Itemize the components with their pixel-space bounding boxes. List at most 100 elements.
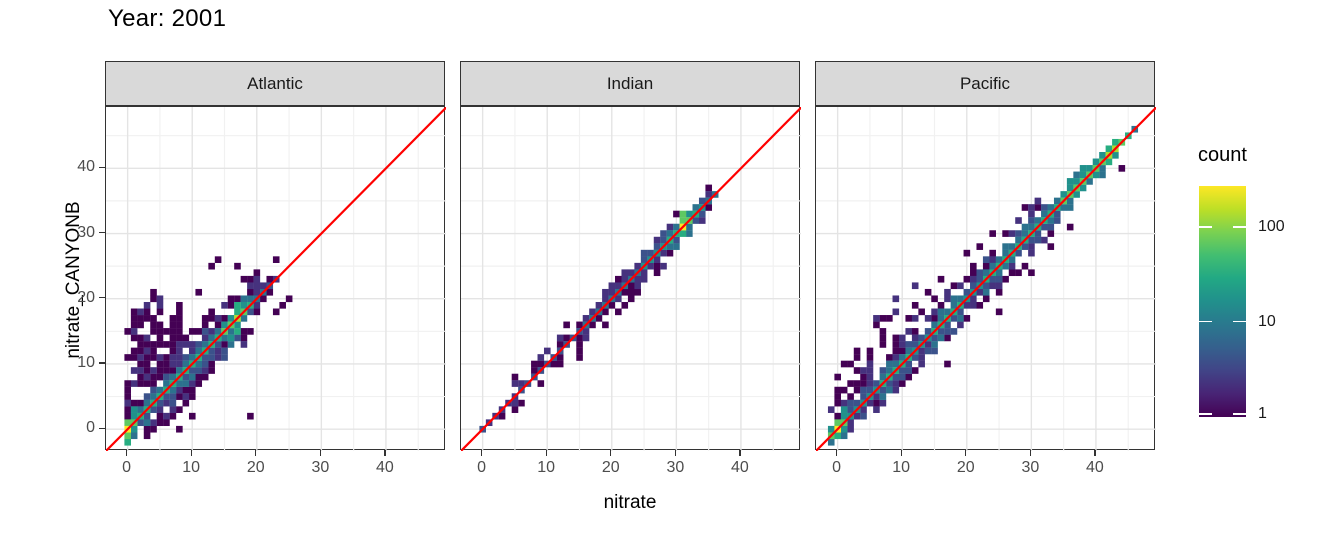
bin bbox=[150, 347, 157, 355]
bin bbox=[898, 380, 906, 387]
legend-tick-mark bbox=[1199, 413, 1212, 415]
bin bbox=[1028, 243, 1035, 250]
bin bbox=[1015, 236, 1022, 244]
bin bbox=[950, 301, 958, 309]
bin bbox=[531, 360, 538, 368]
legend-tick-mark bbox=[1233, 226, 1246, 228]
y-axis-title: nitrate_CANYONB bbox=[63, 201, 84, 359]
bin bbox=[169, 399, 177, 407]
bin bbox=[1086, 165, 1093, 172]
bin bbox=[156, 328, 164, 335]
bin bbox=[931, 341, 938, 348]
bin bbox=[653, 269, 661, 277]
bin bbox=[1008, 269, 1016, 277]
bin bbox=[163, 360, 170, 368]
bin bbox=[944, 334, 951, 342]
bin bbox=[944, 295, 951, 303]
bin bbox=[976, 269, 984, 277]
bin bbox=[176, 393, 183, 400]
bin bbox=[879, 367, 887, 374]
bin bbox=[892, 295, 900, 303]
bin bbox=[208, 334, 215, 342]
bin bbox=[847, 425, 854, 433]
bin bbox=[150, 406, 157, 413]
y-tick-mark bbox=[99, 166, 105, 168]
bin bbox=[957, 295, 964, 303]
bin bbox=[866, 399, 874, 407]
bin bbox=[963, 301, 971, 309]
bin bbox=[898, 347, 906, 355]
bin bbox=[124, 419, 131, 427]
bin bbox=[556, 341, 564, 348]
bin bbox=[853, 412, 861, 420]
bin bbox=[834, 399, 841, 407]
bin bbox=[498, 412, 506, 420]
bin bbox=[905, 341, 913, 348]
bin bbox=[176, 347, 183, 355]
bin bbox=[253, 301, 261, 309]
bin bbox=[602, 321, 609, 329]
bin bbox=[886, 315, 893, 322]
bin bbox=[176, 328, 183, 335]
bin bbox=[937, 308, 945, 316]
bin bbox=[1002, 249, 1009, 257]
bin bbox=[892, 373, 900, 381]
bin bbox=[1060, 191, 1068, 198]
identity-line bbox=[461, 107, 801, 451]
bin bbox=[195, 341, 203, 348]
bin bbox=[1079, 165, 1087, 172]
bin bbox=[1092, 171, 1100, 179]
bin bbox=[182, 354, 190, 361]
bin bbox=[240, 295, 248, 303]
bin bbox=[150, 386, 157, 394]
bin bbox=[169, 334, 177, 342]
bin bbox=[247, 282, 254, 290]
bin bbox=[924, 347, 932, 355]
facet-strip-label: Atlantic bbox=[247, 73, 303, 93]
bin bbox=[208, 308, 215, 316]
bin bbox=[602, 295, 609, 303]
bin bbox=[214, 315, 222, 322]
bin bbox=[156, 301, 164, 309]
bin bbox=[918, 347, 925, 355]
bin bbox=[576, 354, 583, 361]
bin bbox=[957, 321, 964, 329]
bin bbox=[169, 367, 177, 374]
bin bbox=[221, 354, 228, 361]
bin bbox=[995, 269, 1003, 277]
bin bbox=[627, 295, 635, 303]
x-tick-label: 30 bbox=[666, 459, 685, 476]
bin bbox=[879, 315, 887, 322]
bin bbox=[944, 321, 951, 329]
bin bbox=[686, 230, 693, 237]
bin bbox=[214, 354, 222, 361]
bin bbox=[195, 360, 203, 368]
bin bbox=[195, 288, 203, 296]
bin bbox=[137, 334, 144, 342]
bin bbox=[995, 308, 1003, 316]
bin bbox=[137, 308, 144, 316]
bin bbox=[666, 249, 674, 257]
bin bbox=[840, 386, 848, 394]
bin bbox=[124, 386, 131, 394]
bin bbox=[150, 315, 157, 322]
bin bbox=[156, 321, 164, 329]
bin bbox=[556, 354, 564, 361]
bin bbox=[679, 217, 687, 224]
bin bbox=[1066, 197, 1074, 205]
y-tick-mark bbox=[99, 297, 105, 299]
bin bbox=[892, 380, 900, 387]
bin bbox=[582, 334, 590, 342]
x-tick-mark bbox=[480, 450, 483, 456]
bin bbox=[840, 406, 848, 413]
bin bbox=[892, 386, 900, 394]
x-tick-mark bbox=[610, 450, 612, 456]
bin bbox=[892, 354, 900, 361]
bin bbox=[976, 275, 984, 283]
bin bbox=[989, 282, 996, 290]
bin bbox=[169, 406, 177, 413]
bin bbox=[227, 315, 235, 322]
bin bbox=[124, 393, 131, 400]
bin bbox=[615, 275, 622, 283]
bin bbox=[234, 295, 241, 303]
